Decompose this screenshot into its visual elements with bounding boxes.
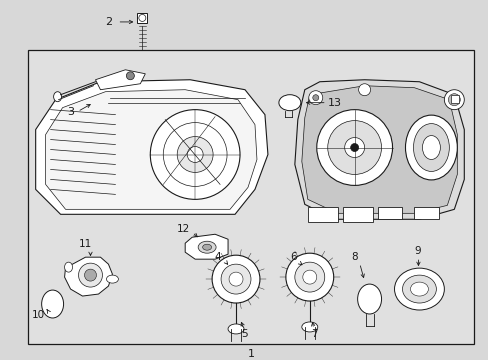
Text: 5: 5 <box>240 329 247 339</box>
Ellipse shape <box>413 123 448 171</box>
Circle shape <box>221 264 250 294</box>
Circle shape <box>150 110 240 199</box>
Bar <box>28 50 473 344</box>
Text: 9: 9 <box>413 246 420 256</box>
Circle shape <box>139 14 145 22</box>
Bar <box>137 13 147 23</box>
Polygon shape <box>64 257 112 296</box>
Text: 10: 10 <box>32 310 45 320</box>
Polygon shape <box>185 234 227 259</box>
Text: 8: 8 <box>350 252 357 262</box>
Text: 12: 12 <box>176 224 189 234</box>
Ellipse shape <box>402 275 435 303</box>
Ellipse shape <box>64 262 72 272</box>
Text: 3: 3 <box>67 107 74 117</box>
Ellipse shape <box>357 284 381 314</box>
Ellipse shape <box>409 282 427 296</box>
Circle shape <box>350 144 358 152</box>
Polygon shape <box>301 86 456 213</box>
Bar <box>307 207 337 222</box>
Bar <box>450 95 458 103</box>
Circle shape <box>316 110 392 185</box>
Ellipse shape <box>41 290 63 318</box>
Polygon shape <box>294 80 463 219</box>
Polygon shape <box>45 90 256 209</box>
Text: 7: 7 <box>311 329 317 339</box>
Circle shape <box>79 263 102 287</box>
Polygon shape <box>36 80 267 214</box>
Circle shape <box>447 94 459 106</box>
Text: 2: 2 <box>104 17 112 27</box>
Circle shape <box>177 136 213 172</box>
Text: 6: 6 <box>290 252 297 262</box>
Polygon shape <box>95 70 145 90</box>
Circle shape <box>126 72 134 80</box>
Circle shape <box>308 91 322 105</box>
Circle shape <box>444 90 463 110</box>
Bar <box>414 207 439 219</box>
Ellipse shape <box>227 324 244 334</box>
Bar <box>342 207 372 222</box>
Circle shape <box>358 84 370 96</box>
Ellipse shape <box>394 268 444 310</box>
Text: 1: 1 <box>247 349 254 359</box>
Circle shape <box>228 272 243 286</box>
Bar <box>377 207 402 219</box>
Circle shape <box>212 255 260 303</box>
Text: 11: 11 <box>79 239 92 249</box>
Ellipse shape <box>301 322 317 332</box>
Ellipse shape <box>198 241 216 253</box>
Text: 4: 4 <box>214 252 221 262</box>
Ellipse shape <box>202 244 211 250</box>
Ellipse shape <box>422 136 440 159</box>
Circle shape <box>285 253 333 301</box>
Circle shape <box>302 270 316 284</box>
Ellipse shape <box>405 115 456 180</box>
Circle shape <box>294 262 324 292</box>
Circle shape <box>344 138 364 157</box>
Ellipse shape <box>278 95 300 111</box>
Circle shape <box>312 95 318 101</box>
Circle shape <box>163 123 226 186</box>
Circle shape <box>187 147 203 162</box>
Circle shape <box>84 269 96 281</box>
Text: 13: 13 <box>327 98 341 108</box>
Circle shape <box>327 121 381 175</box>
Ellipse shape <box>106 275 118 283</box>
Ellipse shape <box>54 92 61 102</box>
